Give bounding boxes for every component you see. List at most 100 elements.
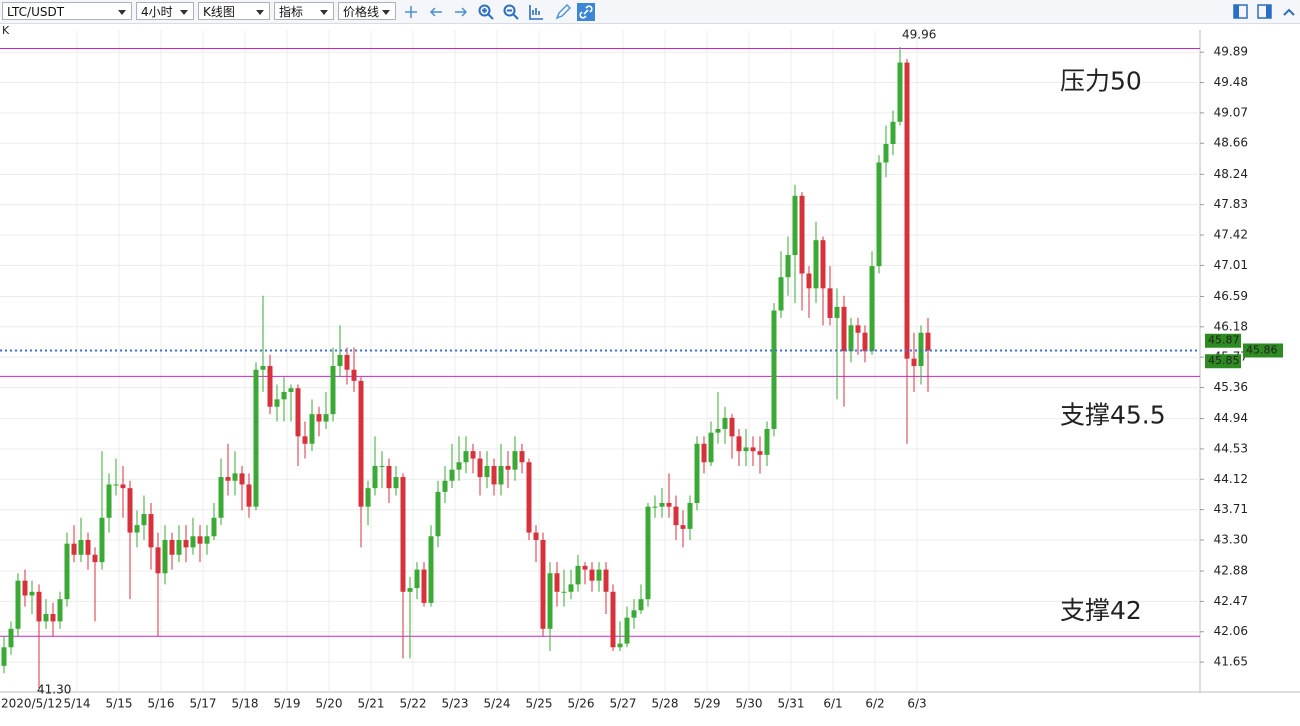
scroll-up-button[interactable]: [1280, 3, 1298, 21]
zoom-out-button[interactable]: [502, 3, 520, 21]
candle-body: [547, 573, 553, 629]
candle-body: [904, 62, 910, 359]
candle-body: [302, 436, 308, 444]
indicator-select[interactable]: 指标: [274, 2, 334, 20]
x-tick-label: 5/29: [694, 697, 721, 711]
candle-body: [757, 451, 763, 455]
candle-body: [701, 443, 707, 463]
candle-body: [183, 539, 189, 548]
candle-body: [785, 255, 791, 278]
candle-body: [897, 62, 903, 122]
candle-body: [659, 502, 665, 507]
candle-body: [617, 643, 623, 648]
chart-type-select[interactable]: K线图: [198, 2, 270, 20]
candle-body: [8, 628, 14, 648]
candle-body: [883, 143, 889, 163]
candle-body: [470, 451, 476, 459]
candle-body: [323, 414, 329, 422]
x-tick-label: 5/25: [526, 697, 553, 711]
x-tick-label: 5/26: [568, 697, 595, 711]
candle-body: [750, 447, 756, 452]
y-tick-label: 42.88: [1214, 564, 1248, 578]
y-tick-label: 47.42: [1214, 228, 1248, 242]
y-tick-label: 49.48: [1214, 75, 1248, 89]
period-select[interactable]: 4小时: [136, 2, 194, 20]
candle-body: [673, 506, 679, 526]
candle-body: [29, 591, 35, 596]
layout-right-button[interactable]: [1256, 3, 1274, 21]
chart-title: K: [2, 24, 10, 37]
candle-body: [596, 569, 602, 581]
x-tick-label: 5/30: [736, 697, 763, 711]
candle-body: [876, 162, 882, 267]
candle-body: [477, 458, 483, 478]
x-tick-label: 6/2: [865, 697, 884, 711]
candle-body: [540, 539, 546, 629]
y-tick-label: 44.53: [1214, 441, 1248, 455]
candle-body: [554, 573, 560, 592]
y-tick-label: 47.01: [1214, 258, 1248, 272]
crosshair-button[interactable]: [402, 3, 420, 21]
candle-body: [666, 502, 672, 507]
price-line-select[interactable]: 价格线: [338, 2, 396, 20]
candle-body: [456, 462, 462, 470]
candle-body: [435, 491, 441, 537]
candle-body: [169, 539, 175, 555]
candle-body: [645, 506, 651, 600]
candle-body: [841, 306, 847, 352]
y-tick-label: 43.30: [1214, 532, 1248, 546]
x-tick-label: 5/19: [274, 697, 301, 711]
candle-body: [498, 465, 504, 485]
link-button[interactable]: [577, 3, 595, 21]
x-tick-label: 5/16: [148, 697, 175, 711]
candle-body: [561, 591, 567, 593]
candle-body: [232, 473, 238, 481]
candle-body: [428, 536, 434, 603]
candle-body: [155, 547, 161, 574]
candle-body: [694, 443, 700, 503]
candle-body: [379, 465, 385, 467]
candle-body: [449, 469, 455, 481]
candle-body: [575, 565, 581, 585]
candle-body: [316, 414, 322, 422]
candle-body: [351, 369, 357, 381]
candle-body: [43, 613, 49, 622]
max-label: 49.96: [902, 28, 936, 42]
candle-body: [512, 451, 518, 470]
candle-body: [50, 613, 56, 622]
candle-body: [71, 543, 77, 555]
candle-body: [862, 332, 868, 352]
candle-body: [281, 391, 287, 400]
draw-button[interactable]: [554, 3, 572, 21]
candle-body: [505, 465, 511, 470]
candle-body: [736, 436, 742, 452]
candle-body: [484, 465, 490, 478]
candle-body: [519, 451, 525, 463]
back-button[interactable]: [427, 3, 445, 21]
scale-button[interactable]: [527, 3, 545, 21]
candle-body: [687, 502, 693, 529]
layout-left-button[interactable]: [1232, 3, 1250, 21]
candle-body: [421, 569, 427, 603]
x-tick-label: 5/21: [358, 697, 385, 711]
candle-body: [344, 354, 350, 370]
candle-body: [778, 277, 784, 311]
forward-button[interactable]: [452, 3, 470, 21]
candle-body: [400, 477, 406, 592]
candle-body: [638, 599, 644, 611]
ask-box: [1205, 354, 1241, 369]
candle-body: [925, 332, 931, 351]
symbol-select[interactable]: LTC/USDT: [2, 2, 132, 20]
candle-body: [813, 240, 819, 289]
candle-body: [36, 591, 42, 622]
candle-body: [260, 366, 266, 370]
x-tick-label: 5/15: [106, 697, 133, 711]
candle-body: [218, 477, 224, 518]
zoom-in-button[interactable]: [477, 3, 495, 21]
candle-body: [78, 539, 84, 555]
candle-body: [820, 240, 826, 289]
candle-body: [610, 591, 616, 648]
x-tick-label: 5/20: [316, 697, 343, 711]
candle-body: [162, 539, 168, 574]
